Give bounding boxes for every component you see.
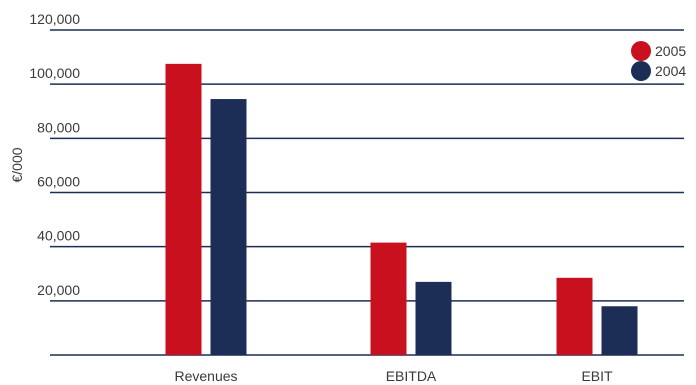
bars — [165, 63, 638, 356]
y-tick-label: 100,000 — [29, 65, 80, 81]
legend-label: 2004 — [655, 63, 686, 79]
bar-2004-ebit — [601, 306, 638, 355]
y-tick-label: 20,000 — [37, 282, 80, 298]
gridlines — [50, 29, 684, 356]
bar-2004-revenues — [210, 99, 247, 355]
x-tick-label: EBITDA — [386, 368, 437, 384]
bar-2004-ebitda — [415, 281, 452, 355]
bar-2005-ebit — [556, 277, 593, 355]
x-tick-label: EBIT — [581, 368, 613, 384]
y-axis-label: €/000 — [9, 147, 25, 182]
x-axis-ticks: Revenues EBITDA EBIT — [174, 368, 613, 384]
y-tick-label: 80,000 — [37, 119, 80, 135]
y-tick-label: 60,000 — [37, 174, 80, 190]
x-tick-label: Revenues — [174, 368, 237, 384]
bar-2005-ebitda — [370, 242, 407, 355]
legend-swatch-2005 — [631, 41, 651, 61]
y-axis-ticks: 20,000 40,000 60,000 80,000 100,000 120,000 — [29, 11, 80, 298]
bar-2005-revenues — [165, 63, 202, 356]
legend: 2005 2004 — [631, 41, 686, 81]
y-tick-label: 40,000 — [37, 228, 80, 244]
y-tick-label: 120,000 — [29, 11, 80, 27]
legend-swatch-2004 — [631, 61, 651, 81]
legend-label: 2005 — [655, 43, 686, 59]
